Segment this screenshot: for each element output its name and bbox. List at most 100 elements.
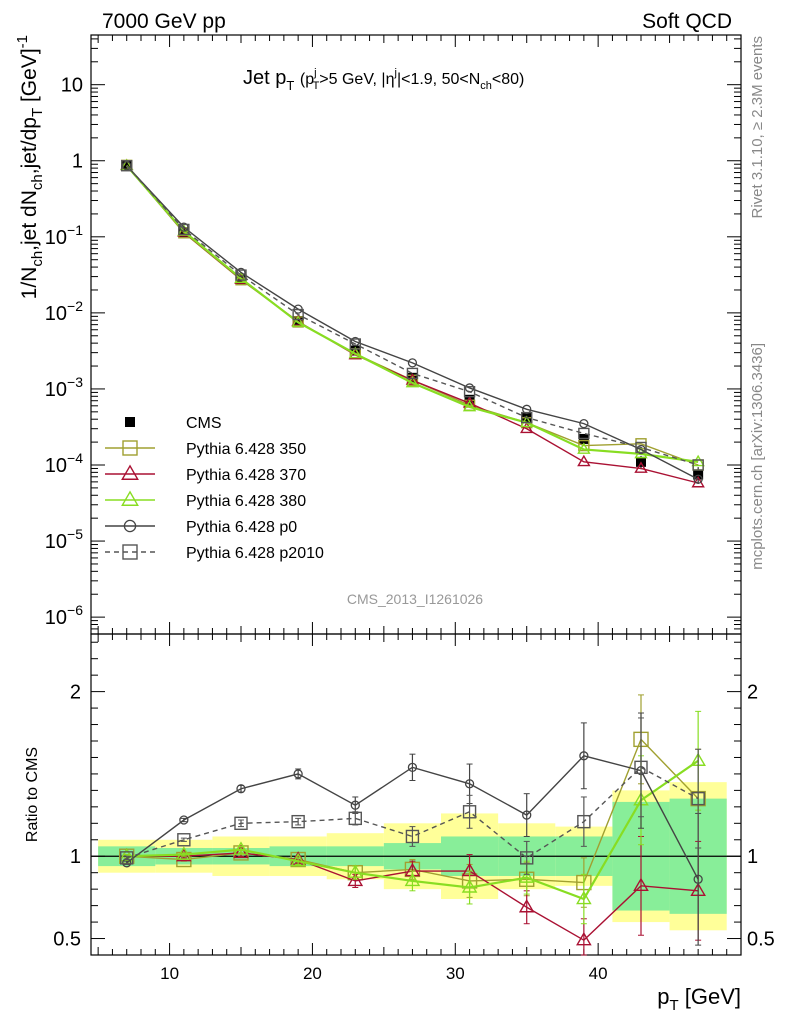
series-3-point	[179, 222, 189, 232]
ratio-tick-label: 2	[747, 682, 758, 704]
series-3-ratio-point	[693, 874, 703, 884]
series-3-point	[350, 336, 360, 347]
series-2-point	[405, 375, 420, 388]
y-tick-mantissa: 10	[45, 531, 67, 553]
series-1-point	[577, 454, 591, 467]
series-4-point	[406, 367, 419, 380]
series-4-ratio-point	[348, 811, 362, 826]
title-cuts2: >5 GeV, |η	[319, 71, 394, 88]
legend-marker	[122, 440, 138, 456]
legend-marker	[121, 490, 139, 506]
series-2-point	[462, 399, 477, 412]
series-1-ratio-point	[633, 877, 649, 892]
series-2-ratio-point	[176, 846, 192, 860]
y-tick-mantissa: 10	[45, 379, 67, 401]
series-2-ratio-point	[518, 869, 535, 883]
legend-marker	[121, 464, 139, 480]
energy-label: 7000 GeV pp	[102, 10, 226, 33]
series-2-point	[348, 346, 362, 359]
series-4-point	[692, 459, 704, 471]
series-4-point	[521, 411, 533, 424]
series-3-ratio-point	[350, 800, 360, 810]
xlabel-unit: [GeV]	[679, 984, 741, 1009]
series-3-ratio-point	[179, 815, 189, 825]
series-3-ratio-point	[236, 784, 246, 794]
series-3-point	[122, 161, 132, 171]
series-2-ratio-point	[233, 841, 249, 855]
x-tick-label: 20	[303, 964, 322, 983]
series-2-ratio-point	[576, 890, 592, 905]
y-tick-exponent: −5	[67, 526, 83, 542]
ratio-tick-label: 2	[70, 682, 81, 704]
legend-label: Pythia 6.428 380	[186, 493, 306, 510]
legend-label: Pythia 6.428 p2010	[186, 545, 324, 562]
series-1-point	[520, 421, 534, 434]
series-3-point	[407, 358, 418, 368]
process-label: Soft QCD	[642, 10, 732, 33]
y-tick-label: 10	[61, 75, 83, 97]
legend-label: CMS	[186, 415, 222, 432]
ylabel-part: 1/N	[18, 267, 41, 300]
y-tick-exponent: −6	[67, 602, 83, 618]
legend-label: Pythia 6.428 350	[186, 441, 306, 458]
series-2-point	[520, 415, 534, 428]
y-tick-label: 10−5	[45, 526, 83, 553]
ratio-tick-label: 1	[747, 846, 758, 868]
y-tick-label: 10−6	[45, 602, 83, 629]
y-tick-label: 1	[72, 151, 83, 173]
legend-label: Pythia 6.428 370	[186, 467, 306, 484]
series-4-point	[121, 160, 133, 172]
ylabel-part: ,jet/dp	[18, 117, 41, 174]
series-4-ratio-point	[234, 816, 248, 831]
legend-marker	[123, 519, 137, 533]
x-tick-label: 40	[589, 964, 608, 983]
series-4-ratio-point	[634, 760, 648, 775]
y-axis-label: 1/Nch,jet dNch,jet/dpT [GeV]-1	[14, 35, 46, 299]
title-cuts4: <80)	[492, 71, 524, 88]
legend-marker	[122, 544, 138, 560]
chart-title: Jet pT (pj T>5 GeV, |ηj|<1.9, 50<Nch<80)	[243, 67, 524, 93]
legend-label: Pythia 6.428 p0	[186, 519, 297, 536]
title-sub3: ch	[480, 80, 492, 92]
series-4-point	[292, 308, 304, 321]
series-4-point	[235, 269, 247, 281]
series-1-line	[126, 165, 699, 484]
y-tick-mantissa: 10	[45, 455, 67, 477]
series-3-point	[579, 418, 589, 429]
series-3-line	[126, 165, 699, 480]
series-3-ratio-point	[464, 779, 475, 789]
series-3-ratio-point	[522, 810, 532, 820]
y-tick-label: 10−1	[45, 222, 83, 249]
legend-marker	[125, 417, 135, 427]
ylabel-sub: ch	[29, 251, 46, 267]
series-1-ratio-point	[518, 898, 535, 913]
ylabel-part: ,jet dN	[18, 190, 41, 251]
series-1-point	[634, 461, 648, 473]
y-tick-label: 10−4	[45, 450, 83, 477]
analysis-id: CMS_2013_I1261026	[347, 591, 483, 607]
series-3-point	[693, 474, 703, 484]
series-1-ratio-point	[576, 931, 592, 946]
series-3-ratio-point	[579, 751, 589, 761]
ylabel-sub: ch	[29, 174, 46, 190]
ylabel-part: [GeV]	[18, 48, 41, 108]
y-tick-exponent: −2	[67, 298, 83, 314]
series-2-point	[577, 442, 591, 454]
y-tick-exponent: −3	[67, 374, 83, 390]
ratio-panel	[90, 633, 742, 956]
y-tick-mantissa: 10	[45, 607, 67, 629]
ylabel-sup: -1	[14, 35, 31, 48]
y-tick-mantissa: 10	[45, 227, 67, 249]
series-4-ratio-point	[577, 814, 591, 829]
series-4-ratio-point	[520, 851, 534, 865]
series-3-point	[636, 444, 646, 455]
ratio-tick-label: 0.5	[53, 929, 81, 951]
main-panel	[90, 34, 742, 955]
series-4-ratio-point	[291, 814, 305, 829]
ratio-y-label: Ratio to CMS	[24, 747, 41, 842]
x-tick-label: 10	[160, 964, 179, 983]
xlabel-sub: T	[669, 997, 678, 1014]
series-3-ratio-point	[293, 769, 303, 779]
